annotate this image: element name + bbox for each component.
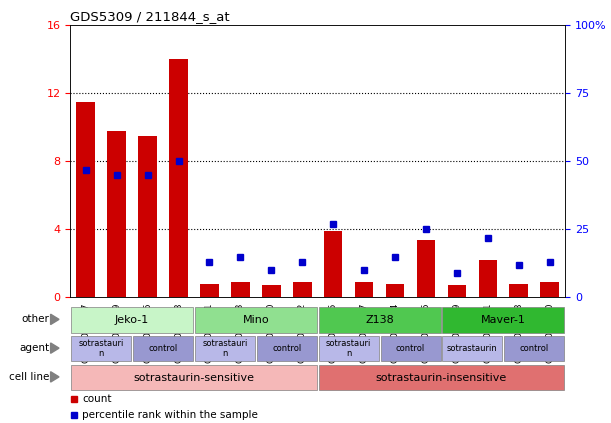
Bar xyxy=(355,282,373,297)
Bar xyxy=(257,336,316,361)
Bar xyxy=(442,336,502,361)
Bar xyxy=(478,260,497,297)
Bar xyxy=(417,239,435,297)
Bar xyxy=(71,308,193,332)
Bar xyxy=(169,59,188,297)
Text: cell line: cell line xyxy=(9,372,49,382)
Bar xyxy=(386,284,404,297)
Text: sotrastauri
n: sotrastauri n xyxy=(78,339,124,358)
Bar xyxy=(138,136,157,297)
Bar xyxy=(541,282,559,297)
Bar xyxy=(442,308,564,332)
Bar xyxy=(195,336,255,361)
Text: Mino: Mino xyxy=(243,315,269,325)
Bar xyxy=(319,308,441,332)
Bar xyxy=(195,308,316,332)
Bar xyxy=(448,286,466,297)
Text: sotrastaurin: sotrastaurin xyxy=(447,344,498,353)
Text: Maver-1: Maver-1 xyxy=(481,315,525,325)
Text: sotrastaurin-sensitive: sotrastaurin-sensitive xyxy=(133,373,255,382)
Bar xyxy=(504,336,564,361)
Text: control: control xyxy=(272,344,301,353)
Text: other: other xyxy=(21,314,49,324)
Bar xyxy=(510,284,528,297)
Bar xyxy=(319,365,564,390)
Text: sotrastaurin-insensitive: sotrastaurin-insensitive xyxy=(376,373,507,382)
Bar xyxy=(293,282,312,297)
Text: percentile rank within the sample: percentile rank within the sample xyxy=(82,410,258,420)
Text: Z138: Z138 xyxy=(365,315,394,325)
Bar xyxy=(133,336,193,361)
Text: sotrastauri
n: sotrastauri n xyxy=(202,339,247,358)
Bar xyxy=(324,231,343,297)
Bar xyxy=(71,365,316,390)
Polygon shape xyxy=(51,343,59,353)
Bar xyxy=(231,282,250,297)
Text: GDS5309 / 211844_s_at: GDS5309 / 211844_s_at xyxy=(70,10,230,23)
Bar xyxy=(71,336,131,361)
Bar xyxy=(381,336,441,361)
Bar xyxy=(76,102,95,297)
Text: count: count xyxy=(82,394,112,404)
Text: control: control xyxy=(396,344,425,353)
Bar xyxy=(319,336,379,361)
Text: control: control xyxy=(148,344,178,353)
Text: Jeko-1: Jeko-1 xyxy=(115,315,149,325)
Text: sotrastauri
n: sotrastauri n xyxy=(326,339,371,358)
Polygon shape xyxy=(51,314,59,324)
Text: control: control xyxy=(519,344,549,353)
Bar xyxy=(262,286,280,297)
Polygon shape xyxy=(51,372,59,382)
Text: agent: agent xyxy=(19,343,49,353)
Bar xyxy=(200,284,219,297)
Bar xyxy=(108,131,126,297)
